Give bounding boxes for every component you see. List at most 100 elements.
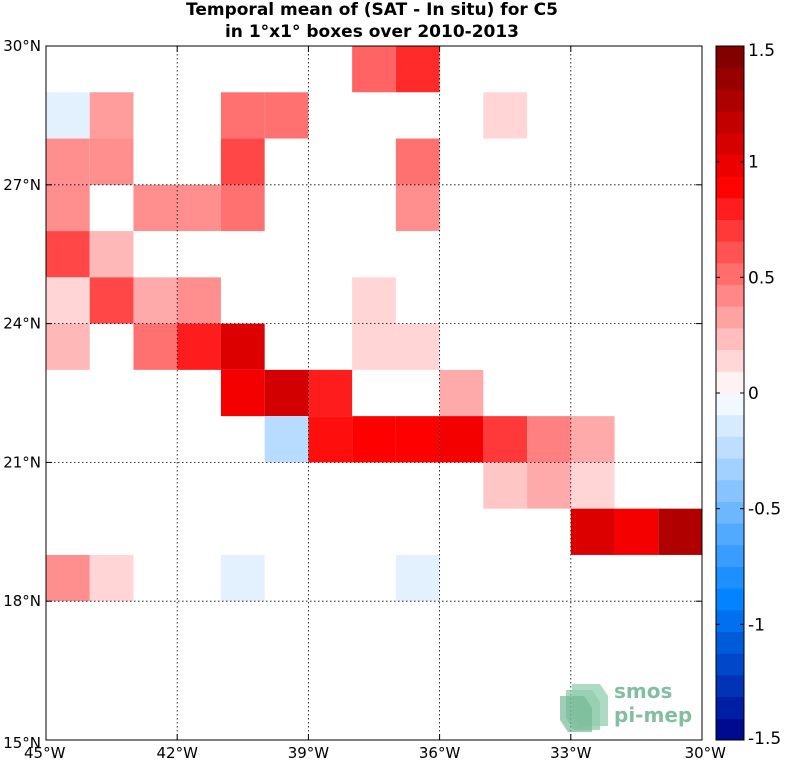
heatmap-cell — [220, 369, 265, 417]
y-tick-label: 21°N — [3, 453, 41, 471]
heatmap-cell — [395, 323, 440, 370]
colorbar-segment — [716, 306, 744, 329]
heatmap-cell — [220, 184, 265, 232]
heatmap-cell — [483, 462, 528, 509]
y-tick-label: 15°N — [3, 734, 41, 752]
colorbar-segment — [716, 219, 744, 242]
colorbar-segment — [716, 523, 744, 546]
logo-waves-icon — [560, 684, 608, 732]
colorbar-segment — [716, 132, 744, 155]
colorbar — [716, 46, 744, 741]
heatmap-cell — [133, 184, 178, 232]
heatmap-cell — [220, 92, 265, 139]
heatmap-cell — [46, 184, 90, 232]
heatmap-cell — [439, 369, 484, 417]
plot-frame — [45, 45, 703, 741]
colorbar-ticks: 1.5 1 0.5 0 -0.5 -1 -1.5 — [716, 41, 781, 749]
colorbar-tick-label: 1.5 — [748, 41, 775, 61]
heatmap-cell — [395, 416, 440, 463]
x-tick-label: 45°W — [24, 744, 66, 760]
heatmap-cell — [439, 416, 484, 463]
colorbar-tick-label: -0.5 — [748, 500, 781, 520]
colorbar-segment — [716, 89, 744, 112]
heatmap-cell — [352, 277, 396, 324]
colorbar-segment — [716, 674, 744, 698]
y-tick-label: 27°N — [3, 176, 41, 194]
colorbar-tick-label: -1 — [748, 615, 765, 635]
colorbar-segment — [716, 436, 744, 459]
axis-ticks: 45°W 42°W 39°W 36°W 33°W 30°W 15°N 18°N 21°N 24°N… — [3, 37, 726, 760]
heatmap-cell — [352, 323, 396, 370]
heatmap-cell — [177, 323, 221, 370]
heatmap-cell — [395, 554, 440, 602]
heatmap-cell — [46, 554, 90, 602]
heatmap-cell — [614, 508, 659, 555]
y-tick-label: 30°N — [3, 37, 41, 55]
heatmap-cell — [308, 369, 353, 417]
heatmap-cell — [46, 92, 90, 139]
heatmap-cell — [220, 554, 265, 602]
colorbar-segment — [716, 718, 744, 741]
heatmap-cell — [658, 508, 702, 555]
heatmap-cell — [527, 416, 571, 463]
heatmap-cell — [46, 323, 90, 370]
heatmap-cell — [89, 231, 134, 278]
colorbar-segment — [716, 262, 744, 286]
colorbar-segment — [716, 414, 744, 437]
x-tick-label: 30°W — [685, 744, 727, 760]
chart-title-line-1: Temporal mean of (SAT - In situ) for C5 — [186, 0, 558, 20]
colorbar-segment — [716, 46, 744, 69]
colorbar-segment — [716, 67, 744, 90]
heatmap-cell — [483, 416, 528, 463]
colorbar-segment — [716, 154, 744, 177]
heatmap-cell — [395, 184, 440, 232]
heatmap-cell — [133, 277, 178, 324]
colorbar-segment — [716, 501, 744, 524]
heatmap-cell — [89, 138, 134, 185]
chart-title-line-2: in 1°x1° boxes over 2010-2013 — [225, 22, 519, 42]
colorbar-segment — [716, 566, 744, 589]
heatmap-cell — [264, 92, 309, 139]
heatmap-cell — [308, 416, 353, 463]
colorbar-segment — [716, 111, 744, 134]
colorbar-segment — [716, 479, 744, 502]
colorbar-segment — [716, 349, 744, 372]
heatmap-cell — [483, 92, 528, 139]
colorbar-segment — [716, 327, 744, 351]
heatmap-cell — [220, 323, 265, 370]
grid-lines — [46, 46, 702, 740]
colorbar-segment — [716, 284, 744, 307]
y-tick-label: 18°N — [3, 592, 41, 610]
colorbar-segment — [716, 197, 744, 220]
x-tick-label: 36°W — [419, 744, 461, 760]
colorbar-segment — [716, 609, 744, 633]
colorbar-tick-label: 1 — [748, 153, 759, 173]
heatmap-cell — [352, 46, 396, 93]
heatmap-cells — [46, 46, 702, 602]
heatmap-cell — [177, 184, 221, 232]
plot-area — [46, 46, 702, 740]
heatmap-cell — [89, 277, 134, 324]
logo-text-smos: smos — [614, 679, 672, 703]
colorbar-segment — [716, 393, 744, 416]
heatmap-cell — [89, 92, 134, 139]
heatmap-cell — [133, 323, 178, 370]
x-tick-label: 33°W — [550, 744, 592, 760]
colorbar-segment — [716, 653, 744, 676]
heatmap-cell — [570, 416, 615, 463]
heatmap-cell — [570, 462, 615, 509]
colorbar-tick-label: -1.5 — [748, 729, 781, 749]
x-tick-label: 42°W — [156, 744, 198, 760]
colorbar-segment — [716, 588, 744, 611]
colorbar-tick-label: 0.5 — [748, 268, 775, 288]
heatmap-cell — [352, 416, 396, 463]
colorbar-segment — [716, 371, 744, 394]
heatmap-cell — [264, 369, 309, 417]
x-tick-label: 39°W — [288, 744, 330, 760]
colorbar-segment — [716, 176, 744, 199]
heatmap-cell — [46, 138, 90, 185]
colorbar-segment — [716, 241, 744, 264]
colorbar-tick-label: 0 — [748, 384, 759, 404]
colorbar-segment — [716, 458, 744, 481]
